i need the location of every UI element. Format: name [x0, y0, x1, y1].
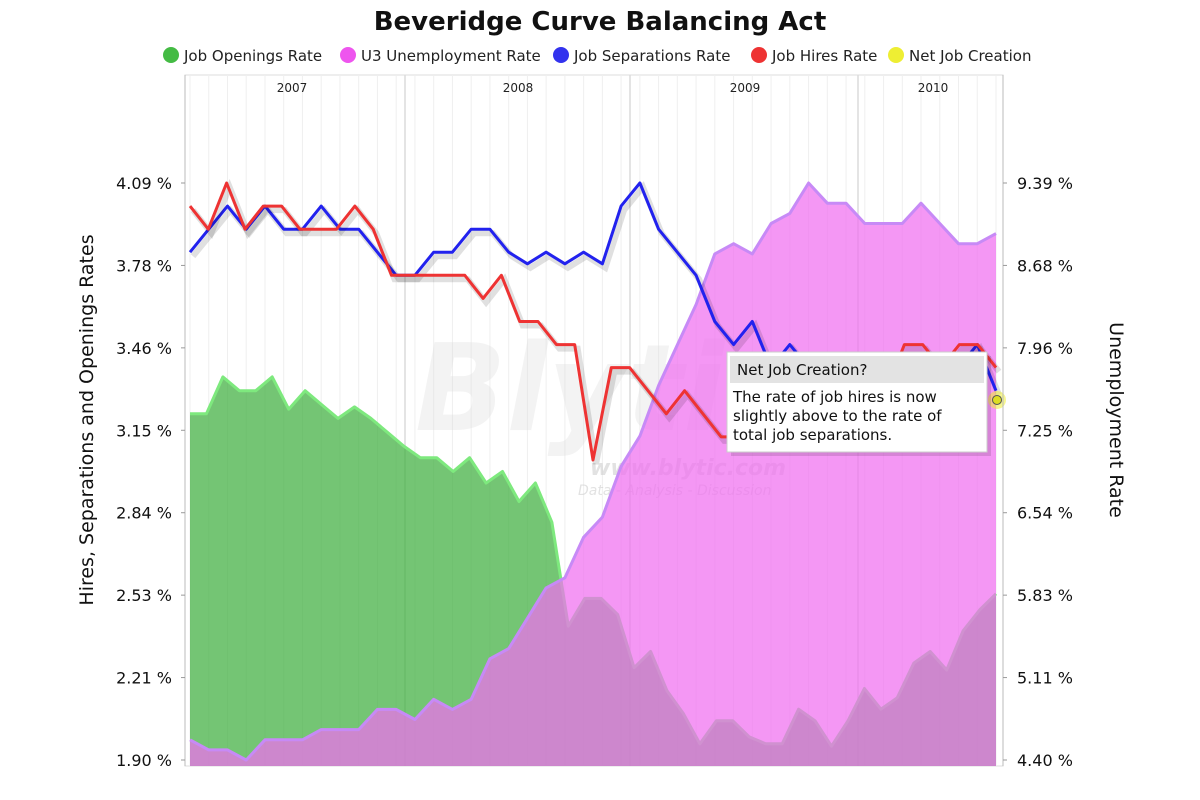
legend-swatch [340, 47, 356, 63]
legend-swatch [751, 47, 767, 63]
y-right-tick-label: 8.68 % [1017, 256, 1073, 275]
year-label-2010: 2010 [918, 81, 949, 95]
tooltip: Net Job Creation? The rate of job hires i… [726, 351, 991, 456]
unemployment-area-fill [190, 183, 996, 766]
legend-swatch [553, 47, 569, 63]
legend-label: Job Hires Rate [771, 47, 877, 65]
area-series [189, 181, 998, 766]
legend-swatch [163, 47, 179, 63]
unemployment-area-edge [189, 181, 997, 762]
y-left-tick-label: 2.84 % [116, 504, 172, 523]
tooltip-line: The rate of job hires is now [732, 388, 937, 406]
y-right-tick-label: 9.39 % [1017, 174, 1073, 193]
legend: Job Openings Rate U3 Unemployment Rate Job… [163, 47, 1031, 65]
legend-item[interactable]: Job Separations Rate [553, 47, 730, 65]
y-left-tick-label: 4.09 % [116, 174, 172, 193]
y-left-tick-label: 3.15 % [116, 421, 172, 440]
legend-item[interactable]: Job Hires Rate [751, 47, 877, 65]
legend-label: Job Openings Rate [183, 47, 322, 65]
y-right-tick-label: 6.54 % [1017, 504, 1073, 523]
chart-title: Beveridge Curve Balancing Act [374, 7, 827, 37]
legend-swatch [888, 47, 904, 63]
year-label-2007: 2007 [277, 81, 308, 95]
y-left-tick-label: 3.46 % [116, 339, 172, 358]
year-labels: 2007 2008 2009 2010 [277, 81, 949, 95]
y-right-tick-label: 7.25 % [1017, 421, 1073, 440]
y-right-tick-label: 5.83 % [1017, 586, 1073, 605]
legend-label: Net Job Creation [909, 47, 1031, 65]
legend-item[interactable]: Net Job Creation [888, 47, 1031, 65]
axes: 1.90 % 2.21 % 2.53 % 2.84 % 3.15 % 3.46 % 3.78… [116, 75, 1073, 770]
year-label-2008: 2008 [503, 81, 534, 95]
year-label-2009: 2009 [730, 81, 761, 95]
tooltip-line: total job separations. [733, 426, 892, 444]
job-openings-area-fill [190, 376, 996, 766]
y-right-tick-label: 7.96 % [1017, 339, 1073, 358]
tooltip-title: Net Job Creation? [737, 361, 867, 379]
y-axis-right-label: Unemployment Rate [1105, 322, 1127, 518]
y-right-tick-label: 4.40 % [1017, 751, 1073, 770]
tooltip-header [730, 356, 984, 383]
net-job-creation-marker[interactable] [992, 394, 1002, 405]
y-right-tick-label: 5.11 % [1017, 669, 1073, 688]
y-axis-left-label: Hires, Separations and Openings Rates [76, 234, 98, 605]
legend-label: U3 Unemployment Rate [361, 47, 541, 65]
marker-layer [988, 390, 1006, 409]
legend-label: Job Separations Rate [573, 47, 730, 65]
legend-item[interactable]: Job Openings Rate [163, 47, 322, 65]
y-left-tick-label: 2.53 % [116, 586, 172, 605]
y-left-tick-label: 1.90 % [116, 751, 172, 770]
y-left-tick-label: 3.78 % [116, 256, 172, 275]
legend-item[interactable]: U3 Unemployment Rate [340, 47, 541, 65]
tooltip-line: slightly above to the rate of [733, 407, 942, 425]
y-left-tick-label: 2.21 % [116, 669, 172, 688]
